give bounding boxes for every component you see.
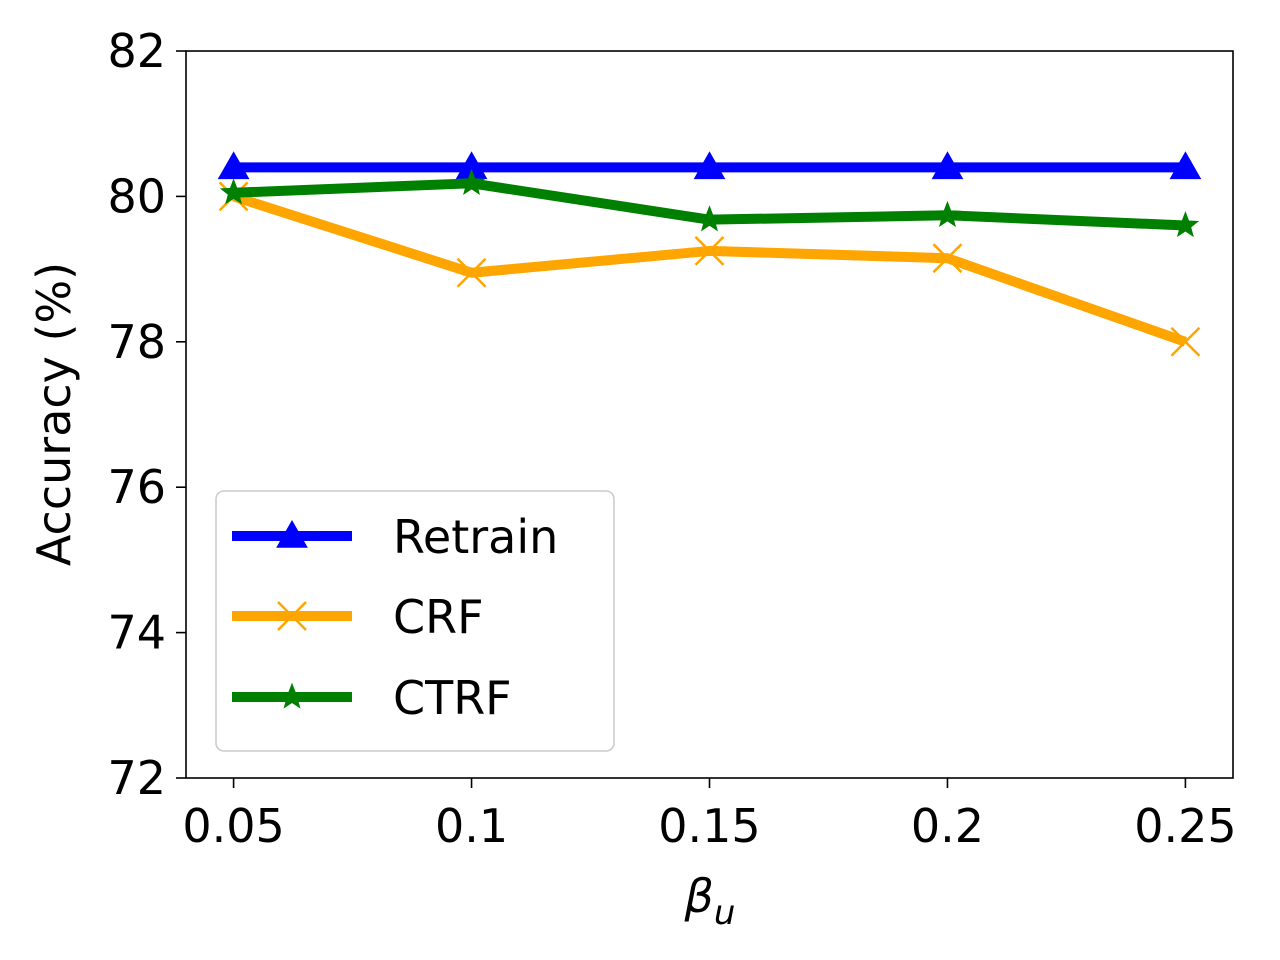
- x-axis-label-subscript: u: [714, 893, 736, 933]
- legend-marker-retrain: [276, 519, 308, 548]
- x-axis: 0.05 0.1 0.15 0.2 0.25: [182, 778, 1237, 853]
- legend-label-crf: CRF: [393, 590, 484, 644]
- x-tick-label: 0.15: [658, 799, 760, 853]
- y-axis: 72 74 76 78 80 82: [107, 24, 186, 805]
- data-point-retrain: [1169, 151, 1202, 180]
- data-point-retrain: [931, 151, 964, 180]
- series-layer: [217, 151, 1202, 357]
- x-tick-label: 0.05: [182, 799, 284, 853]
- x-axis-label: βu: [684, 869, 736, 933]
- series-ctrf: [219, 168, 1200, 238]
- data-point-crf: [456, 257, 487, 288]
- data-point-ctrf: [1171, 211, 1200, 238]
- x-tick-label: 0.1: [435, 799, 508, 853]
- x-axis-label-symbol: β: [684, 869, 714, 923]
- legend-box: [215, 490, 615, 752]
- y-axis-label: Accuracy (%): [27, 262, 81, 566]
- data-point-crf: [1170, 326, 1201, 357]
- y-tick-label: 80: [107, 169, 166, 223]
- data-point-ctrf: [695, 205, 724, 232]
- data-point-ctrf: [219, 178, 248, 205]
- data-point-retrain: [693, 151, 726, 180]
- legend-label-retrain: Retrain: [393, 510, 558, 564]
- legend-label-ctrf: CTRF: [393, 671, 512, 725]
- series-retrain: [217, 151, 1202, 180]
- legend-marker-crf: [277, 601, 307, 631]
- y-tick-label: 74: [107, 606, 166, 660]
- legend-marker-ctrf: [278, 682, 306, 709]
- data-point-ctrf: [457, 168, 486, 195]
- data-point-crf: [694, 236, 725, 266]
- y-tick-label: 82: [107, 24, 166, 78]
- y-tick-label: 76: [107, 460, 166, 514]
- x-tick-label: 0.25: [1134, 799, 1236, 853]
- legend: Retrain CRF CTRF: [215, 490, 615, 752]
- x-tick-label: 0.2: [911, 799, 984, 853]
- data-point-crf: [932, 243, 963, 274]
- y-tick-label: 72: [107, 751, 166, 805]
- data-point-ctrf: [933, 200, 962, 227]
- y-tick-label: 78: [107, 315, 166, 369]
